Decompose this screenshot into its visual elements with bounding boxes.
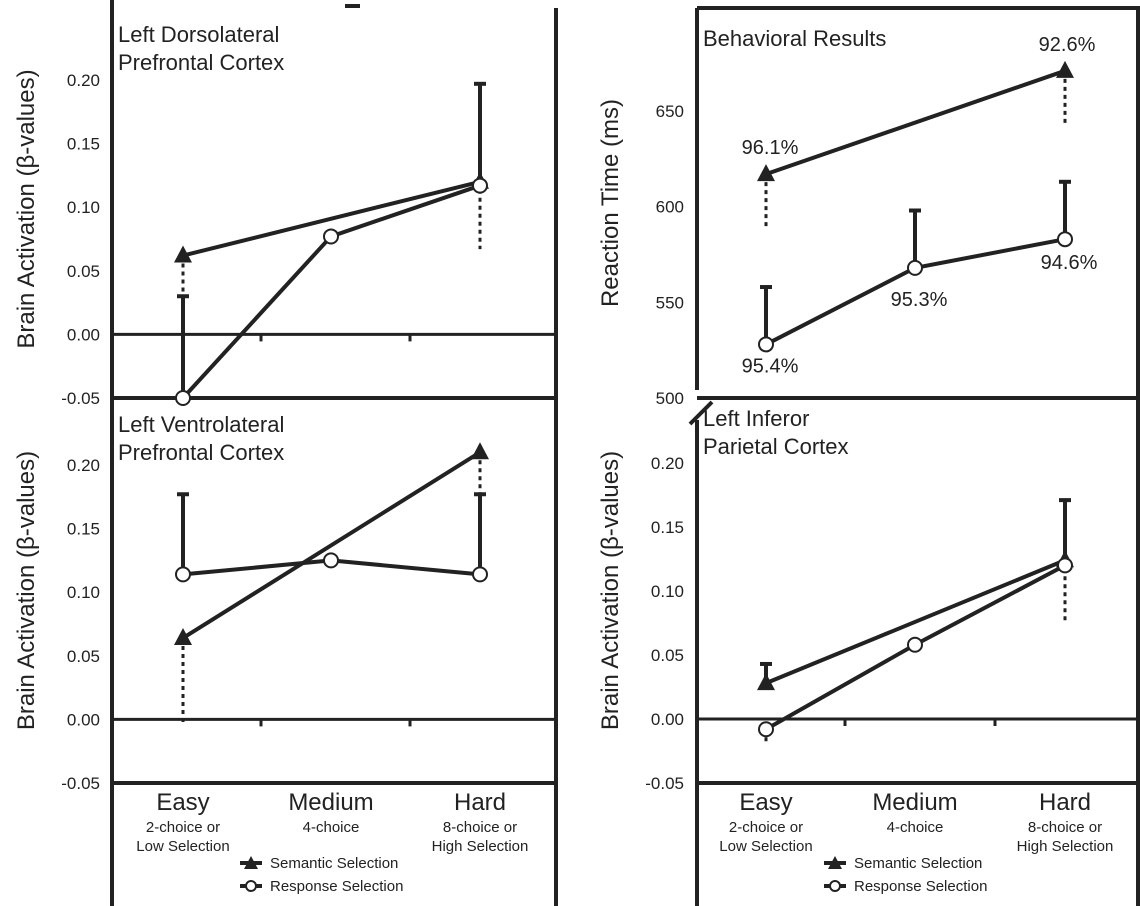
- y-axis-label: Brain Activation (β-values): [597, 451, 624, 730]
- y-tick-label: -0.05: [645, 774, 684, 793]
- legend-response-label: Response Selection: [854, 878, 987, 895]
- accuracy-label: 94.6%: [1041, 252, 1098, 274]
- cat-medium-sub1: 4-choice: [887, 819, 944, 836]
- y-tick-label: 0.00: [67, 710, 100, 729]
- cat-hard-sub2: High Selection: [1017, 838, 1114, 855]
- y-tick-label: 0.05: [67, 262, 100, 281]
- cat-medium-label: Medium: [872, 789, 957, 816]
- cat-easy-sub2: Low Selection: [136, 838, 229, 855]
- y-tick-label: 650: [656, 102, 684, 121]
- y-tick-label: 0.00: [651, 710, 684, 729]
- cat-medium-sub1: 4-choice: [303, 819, 360, 836]
- legend-circle-icon: [829, 880, 841, 892]
- panel-vlpfc: Left Ventrolateral Prefrontal Cortex Brain…: [13, 412, 556, 793]
- y-tick-label: 0.20: [651, 454, 684, 473]
- cat-hard-sub1: 8-choice or: [443, 819, 517, 836]
- panel-title: Prefrontal Cortex: [118, 440, 284, 465]
- triangle-marker: [1056, 60, 1074, 78]
- circle-marker: [472, 177, 488, 194]
- panel-title: Left Ventrolateral: [118, 412, 284, 437]
- legend-semantic-label: Semantic Selection: [270, 855, 398, 872]
- circle-marker: [323, 552, 339, 569]
- y-tick-label: 0.10: [67, 198, 100, 217]
- accuracy-label: 95.4%: [742, 355, 799, 377]
- triangle-marker: [757, 164, 775, 182]
- category-labels-left: Easy 2-choice or Low Selection Medium 4-…: [136, 789, 528, 855]
- circle-marker: [758, 336, 774, 353]
- accuracy-label: 96.1%: [742, 137, 799, 159]
- legend-circle-icon: [245, 880, 257, 892]
- y-tick-label: 550: [656, 293, 684, 312]
- cat-easy-sub1: 2-choice or: [729, 819, 803, 836]
- cat-medium-label: Medium: [288, 789, 373, 816]
- y-tick-label: 0.15: [67, 520, 100, 539]
- legend-left: Semantic Selection Response Selection: [240, 855, 403, 895]
- y-tick-label: 0.20: [67, 71, 100, 90]
- y-tick-label: 0.20: [67, 456, 100, 475]
- cat-easy-sub1: 2-choice or: [146, 819, 220, 836]
- circle-marker: [175, 566, 191, 583]
- circle-marker: [1057, 557, 1073, 574]
- panel-title: Prefrontal Cortex: [118, 50, 284, 75]
- accuracy-label: 92.6%: [1039, 34, 1096, 56]
- triangle-marker: [174, 627, 192, 645]
- category-labels-right: Easy 2-choice or Low Selection Medium 4-…: [719, 789, 1113, 855]
- panel-behavior: Behavioral Results Reaction Time (ms) 500 5…: [597, 26, 1098, 408]
- circle-marker: [1057, 231, 1073, 248]
- panel-frames: [110, 0, 1140, 906]
- panel-title: Parietal Cortex: [703, 434, 849, 459]
- circle-marker: [175, 390, 191, 406]
- legend-right: Semantic Selection Response Selection: [824, 855, 987, 895]
- circle-marker: [907, 259, 923, 276]
- semantic-series-line: [181, 450, 482, 640]
- triangle-marker: [174, 245, 192, 263]
- cat-hard-label: Hard: [454, 789, 506, 816]
- cat-easy-sub2: Low Selection: [719, 838, 812, 855]
- cat-hard-sub2: High Selection: [432, 838, 529, 855]
- semantic-series-line: [765, 68, 1066, 177]
- cat-hard-sub1: 8-choice or: [1028, 819, 1102, 836]
- circle-marker: [472, 566, 488, 583]
- y-tick-label: 0.10: [67, 583, 100, 602]
- circle-marker: [907, 636, 923, 653]
- cat-easy-label: Easy: [156, 789, 209, 816]
- legend-response-label: Response Selection: [270, 878, 403, 895]
- y-tick-label: 0.15: [651, 518, 684, 537]
- panel-title: Left Dorsolateral: [118, 22, 279, 47]
- cat-easy-label: Easy: [739, 789, 792, 816]
- legend-triangle-icon: [828, 856, 842, 869]
- triangle-marker: [757, 673, 775, 691]
- circle-marker: [758, 721, 774, 738]
- y-tick-label: 600: [656, 198, 684, 217]
- legend-triangle-icon: [244, 856, 258, 869]
- panel-title: Behavioral Results: [703, 26, 886, 51]
- y-tick-label: 500: [656, 389, 684, 408]
- accuracy-label: 95.3%: [891, 289, 948, 311]
- cat-hard-label: Hard: [1039, 789, 1091, 816]
- y-axis-label: Brain Activation (β-values): [13, 451, 40, 730]
- y-axis-label: Reaction Time (ms): [597, 99, 624, 307]
- triangle-marker: [471, 442, 489, 460]
- axis-break-mark: [688, 400, 714, 426]
- semantic-series-line: [182, 179, 481, 258]
- semantic-series-line: [765, 558, 1066, 686]
- y-axis-label: Brain Activation (β-values): [13, 69, 40, 348]
- y-tick-label: -0.05: [61, 389, 100, 408]
- legend-semantic-label: Semantic Selection: [854, 855, 982, 872]
- panel-dlpfc: Left Dorsolateral Prefrontal Cortex Brain …: [13, 22, 556, 408]
- panel-title: Left Inferor: [703, 406, 809, 431]
- y-tick-label: 0.10: [651, 582, 684, 601]
- y-tick-label: 0.05: [67, 647, 100, 666]
- panel-ipc: Left Inferor Parietal Cortex Brain Activat…: [597, 406, 1138, 793]
- y-tick-label: 0.15: [67, 135, 100, 154]
- y-tick-label: -0.05: [61, 774, 100, 793]
- y-tick-label: 0.00: [67, 325, 100, 344]
- y-tick-label: 0.05: [651, 646, 684, 665]
- circle-marker: [323, 228, 339, 245]
